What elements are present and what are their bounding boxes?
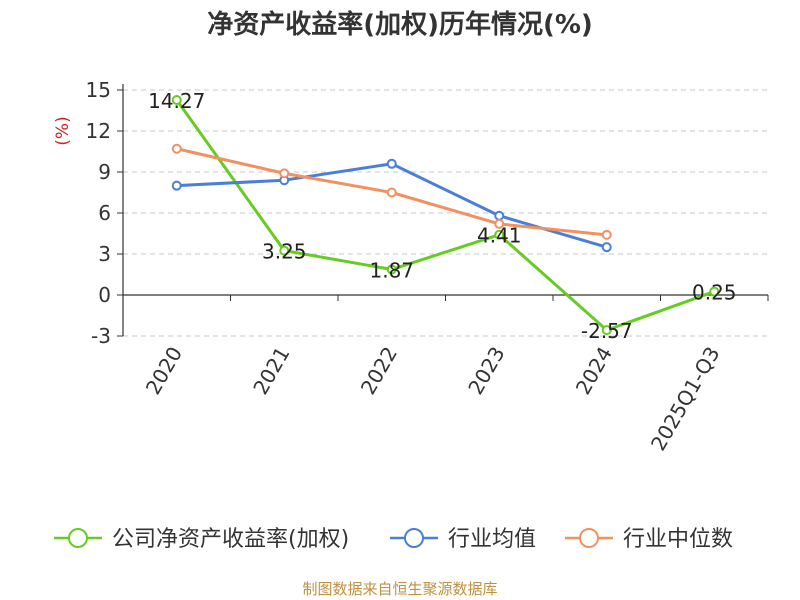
data-point xyxy=(171,180,182,191)
y-tick-label: 3 xyxy=(98,242,111,266)
x-tick-label: 2024 xyxy=(571,343,617,399)
chart-title: 净资产收益率(加权)历年情况(%) xyxy=(207,10,593,40)
x-tick-label: 2023 xyxy=(463,343,509,399)
series-line-0 xyxy=(175,99,715,332)
data-labels: 14.27 3.25 1.87 4.41 -2.57 0.25 xyxy=(148,89,736,343)
legend-marker xyxy=(68,528,88,548)
data-label: 1.87 xyxy=(369,258,414,282)
y-tick-label: 12 xyxy=(86,119,111,143)
data-point xyxy=(601,325,612,336)
source-note: 制图数据来自恒生聚源数据库 xyxy=(302,580,498,598)
data-point xyxy=(494,210,505,221)
data-point xyxy=(601,229,612,240)
x-tick-label: 2021 xyxy=(248,343,294,399)
data-point xyxy=(386,158,397,169)
data-label: 4.41 xyxy=(477,224,522,248)
y-tick-label: 9 xyxy=(98,160,111,184)
data-point xyxy=(494,229,505,240)
data-label: -2.57 xyxy=(581,319,633,343)
y-tick-label: 15 xyxy=(86,78,111,102)
legend-label: 公司净资产收益率(加权) xyxy=(112,527,349,552)
data-point xyxy=(279,168,290,179)
y-tick-label: -3 xyxy=(91,324,111,348)
data-label: 0.25 xyxy=(692,281,737,305)
y-tick-label: 6 xyxy=(98,201,111,225)
legend-label: 行业均值 xyxy=(448,527,536,552)
legend-label: 行业中位数 xyxy=(623,527,733,552)
data-label: 3.25 xyxy=(262,240,307,264)
data-point xyxy=(171,143,182,154)
data-point xyxy=(171,94,182,105)
x-tick-label: 2022 xyxy=(356,343,402,399)
y-tick-label: 0 xyxy=(98,283,111,307)
x-tick-label: 2020 xyxy=(141,343,187,399)
data-point xyxy=(386,187,397,198)
series-lines xyxy=(171,94,720,336)
data-point xyxy=(386,264,397,275)
data-point xyxy=(494,218,505,229)
data-point xyxy=(601,242,612,253)
data-label: 14.27 xyxy=(148,89,205,113)
x-tick-label: 2025Q1-Q3 xyxy=(646,343,725,455)
data-point xyxy=(709,286,720,297)
data-point xyxy=(279,245,290,256)
y-axis-label: (%) xyxy=(53,116,73,145)
legend-marker xyxy=(579,528,599,548)
legend: 公司净资产收益率(加权) 行业均值 行业中位数 xyxy=(54,527,733,552)
series-line-1 xyxy=(176,162,608,249)
legend-marker xyxy=(404,528,424,548)
